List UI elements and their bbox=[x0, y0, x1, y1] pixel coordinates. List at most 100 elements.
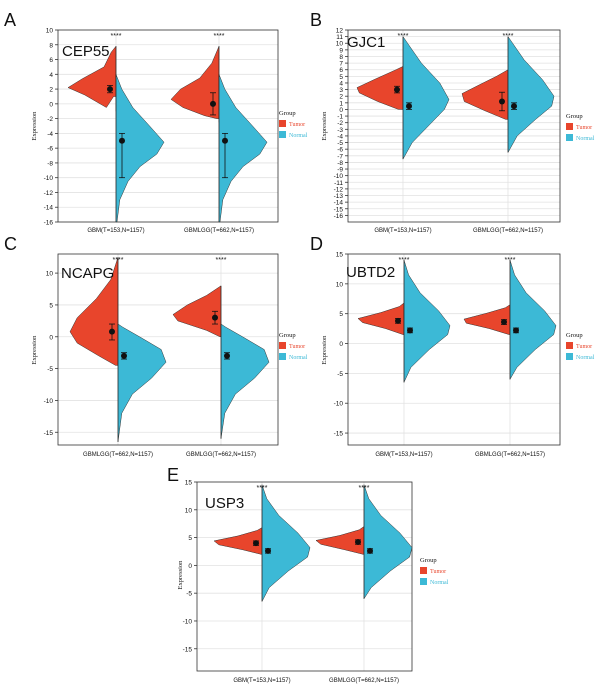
category-label: GBM(T=153,N=1157) bbox=[374, 228, 431, 234]
significance-label: **** bbox=[111, 33, 122, 40]
plot-frame bbox=[347, 253, 561, 446]
y-tick-label: -15 bbox=[183, 646, 193, 653]
y-tick-label: -5 bbox=[47, 366, 53, 373]
legend-swatch-tumor bbox=[420, 567, 427, 574]
y-tick-label: -12 bbox=[44, 190, 54, 197]
median-point bbox=[499, 98, 505, 105]
category-label: GBMLGG(T=662,N=1157) bbox=[329, 678, 399, 684]
median-point bbox=[212, 314, 218, 321]
y-tick-label: 5 bbox=[49, 302, 53, 309]
legend-label-normal: Normal bbox=[576, 355, 595, 361]
median-point bbox=[394, 86, 400, 93]
median-point bbox=[107, 86, 113, 93]
panel-letter: E bbox=[167, 465, 179, 485]
median-point bbox=[121, 352, 127, 359]
legend-swatch-normal bbox=[566, 353, 573, 360]
y-tick-label: 0 bbox=[339, 341, 343, 348]
y-tick-label: 15 bbox=[336, 252, 344, 259]
y-tick-label: -5 bbox=[337, 371, 343, 378]
y-tick-label: 7 bbox=[339, 61, 343, 68]
y-tick-label: -16 bbox=[44, 220, 54, 227]
y-tick-label: -14 bbox=[334, 200, 344, 207]
y-tick-label: -15 bbox=[334, 431, 344, 438]
normal-violin bbox=[509, 259, 557, 380]
y-tick-label: -10 bbox=[44, 398, 54, 405]
normal-violin bbox=[403, 259, 451, 383]
y-tick-label: 8 bbox=[49, 42, 53, 49]
significance-label: **** bbox=[399, 257, 410, 264]
normal-violin bbox=[117, 323, 167, 442]
median-point bbox=[224, 352, 230, 359]
y-tick-label: 11 bbox=[336, 34, 343, 41]
panel-letter: A bbox=[4, 10, 16, 30]
significance-label: **** bbox=[257, 485, 268, 492]
tumor-violin bbox=[67, 45, 117, 108]
y-tick-label: 8 bbox=[339, 54, 343, 61]
y-tick-label: 15 bbox=[185, 480, 193, 487]
y-tick-label: -2 bbox=[47, 116, 53, 123]
legend-title: Group bbox=[420, 557, 437, 564]
median-point bbox=[222, 137, 228, 144]
y-tick-label: -12 bbox=[334, 186, 344, 193]
y-tick-label: -4 bbox=[47, 131, 53, 138]
median-point bbox=[253, 540, 259, 547]
category-label: GBMLGG(T=662,N=1157) bbox=[186, 452, 256, 458]
gene-title: USP3 bbox=[205, 495, 244, 512]
legend-swatch-tumor bbox=[279, 120, 286, 127]
y-tick-label: 4 bbox=[49, 72, 53, 79]
gene-title: NCAPG bbox=[61, 265, 114, 282]
median-point bbox=[367, 547, 373, 554]
median-point bbox=[265, 547, 271, 554]
y-tick-label: -1 bbox=[337, 114, 343, 121]
y-tick-label: -5 bbox=[186, 591, 192, 598]
median-point bbox=[355, 539, 361, 546]
gene-title: GJC1 bbox=[347, 34, 385, 51]
significance-label: **** bbox=[359, 485, 370, 492]
y-tick-label: -14 bbox=[44, 205, 54, 212]
significance-label: **** bbox=[503, 33, 514, 40]
y-axis-label: Expression bbox=[321, 335, 328, 365]
category-label: GBM(T=153,N=1157) bbox=[375, 452, 432, 458]
category-label: GBM(T=153,N=1157) bbox=[233, 678, 290, 684]
y-tick-label: 9 bbox=[339, 47, 343, 54]
legend-label-normal: Normal bbox=[576, 136, 595, 142]
y-tick-label: 12 bbox=[336, 28, 344, 35]
legend-title: Group bbox=[279, 332, 296, 339]
y-tick-label: 5 bbox=[339, 74, 343, 81]
y-axis-label: Expression bbox=[177, 560, 184, 590]
panel-e: -15 -10 -5 0 5 10 15 **** **** GBM(T=153,N=1157) G… bbox=[167, 465, 449, 684]
tumor-violin bbox=[172, 285, 222, 338]
y-tick-label: 10 bbox=[46, 28, 54, 35]
y-tick-label: -6 bbox=[47, 146, 53, 153]
tumor-violin bbox=[461, 69, 509, 120]
panel-d: -15 -10 -5 0 5 10 15 **** **** GBM(T=153,N=1157) G… bbox=[310, 234, 595, 458]
y-tick-label: -4 bbox=[337, 133, 343, 140]
y-tick-label: 0 bbox=[339, 107, 343, 114]
legend-title: Group bbox=[566, 332, 583, 339]
median-point bbox=[513, 327, 519, 334]
category-label: GBM(T=153,N=1157) bbox=[87, 228, 144, 234]
median-point bbox=[395, 317, 401, 324]
y-tick-label: 6 bbox=[49, 57, 53, 64]
median-point bbox=[501, 319, 507, 326]
panel-letter: C bbox=[4, 234, 17, 254]
normal-violin bbox=[402, 35, 450, 160]
legend-label-tumor: Tumor bbox=[576, 125, 592, 131]
y-tick-label: -9 bbox=[337, 167, 343, 174]
legend-swatch-tumor bbox=[566, 123, 573, 130]
y-tick-label: -6 bbox=[337, 147, 343, 154]
y-tick-label: -10 bbox=[183, 618, 193, 625]
y-tick-label: 10 bbox=[336, 281, 344, 288]
category-label: GBMLGG(T=662,N=1157) bbox=[473, 228, 543, 234]
legend-swatch-normal bbox=[279, 131, 286, 138]
legend-label-normal: Normal bbox=[430, 580, 449, 586]
y-tick-label: 0 bbox=[188, 563, 192, 570]
plot-frame bbox=[57, 29, 279, 223]
y-tick-label: 5 bbox=[339, 311, 343, 318]
y-tick-label: -13 bbox=[334, 193, 344, 200]
y-tick-label: 2 bbox=[339, 94, 343, 101]
y-tick-label: 4 bbox=[339, 80, 343, 87]
panel-a: -16 -14 -12 -10 -8 -6 -4 -2 0 2 4 6 8 10 **** **** GBM(T… bbox=[4, 10, 308, 234]
significance-label: **** bbox=[216, 257, 227, 264]
panel-letter: B bbox=[310, 10, 322, 30]
